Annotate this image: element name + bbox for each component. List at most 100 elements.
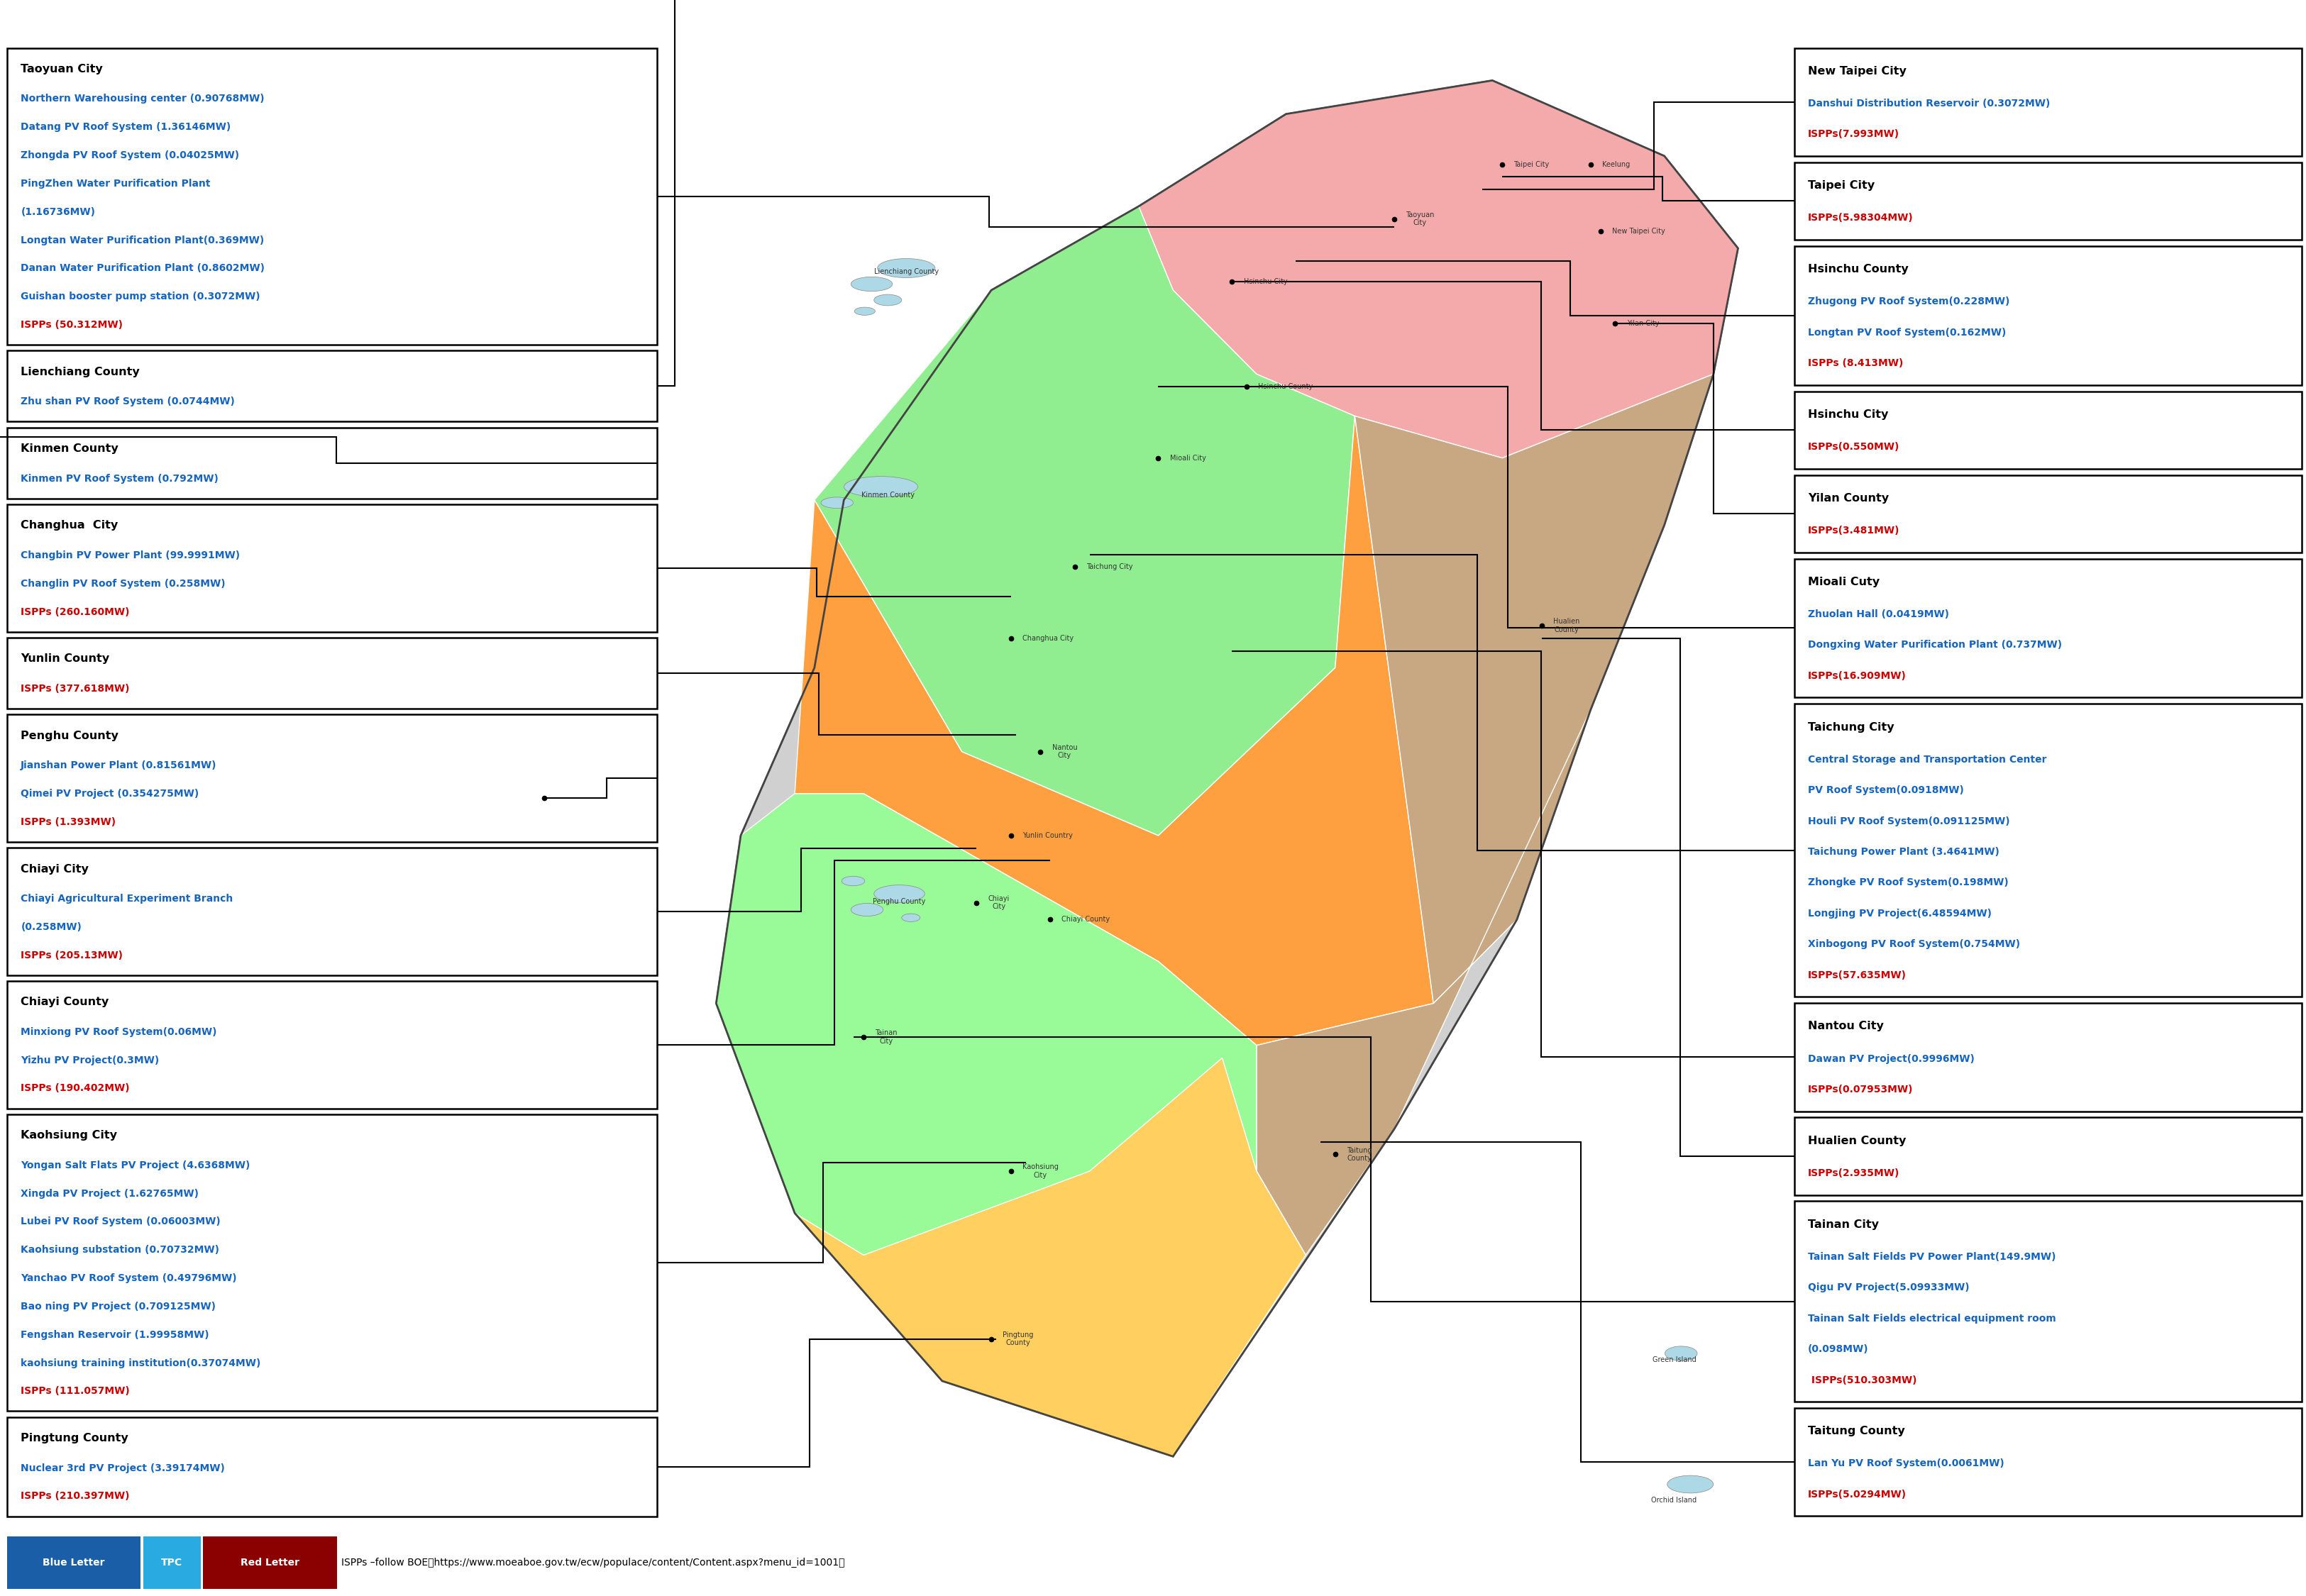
Text: Houli PV Roof System(0.091125MW): Houli PV Roof System(0.091125MW) (1808, 816, 2011, 827)
Bar (7, 1417, 657, 1516)
Text: Yongan Salt Flats PV Project (4.6368MW): Yongan Salt Flats PV Project (4.6368MW) (21, 1160, 249, 1170)
Text: Taoyuan
City: Taoyuan City (1407, 211, 1434, 227)
Text: Yilan County: Yilan County (1808, 493, 1889, 504)
Text: Northern Warehousing center (0.90768MW): Northern Warehousing center (0.90768MW) (21, 94, 265, 104)
Bar (7, 428, 657, 498)
Text: Hualien
County: Hualien County (1552, 618, 1580, 634)
Text: Central Storage and Transportation Center: Central Storage and Transportation Cente… (1808, 755, 2048, 764)
Text: Datang PV Roof System (1.36146MW): Datang PV Roof System (1.36146MW) (21, 123, 231, 132)
Ellipse shape (876, 259, 936, 278)
Bar (7, 504, 657, 632)
Ellipse shape (1665, 1347, 1697, 1360)
Ellipse shape (853, 306, 876, 316)
Text: Nantou
City: Nantou City (1052, 744, 1077, 760)
Text: Danan Water Purification Plant (0.8602MW): Danan Water Purification Plant (0.8602MW… (21, 263, 265, 273)
Polygon shape (717, 80, 1739, 1457)
Bar (7, 637, 657, 709)
Polygon shape (717, 793, 1305, 1457)
Text: Kaohsiung
City: Kaohsiung City (1022, 1163, 1058, 1179)
Ellipse shape (821, 496, 853, 508)
Text: Penghu County: Penghu County (874, 899, 925, 905)
Text: ISPPs(7.993MW): ISPPs(7.993MW) (1808, 129, 1900, 139)
Text: Dongxing Water Purification Plant (0.737MW): Dongxing Water Purification Plant (0.737… (1808, 640, 2062, 650)
Text: ISPPs(510.303MW): ISPPs(510.303MW) (1808, 1376, 1916, 1385)
Polygon shape (1356, 373, 1713, 1004)
Text: Yizhu PV Project(0.3MW): Yizhu PV Project(0.3MW) (21, 1055, 159, 1065)
Text: ISPPs (205.13MW): ISPPs (205.13MW) (21, 950, 122, 961)
Text: New Taipei City: New Taipei City (1808, 65, 1907, 77)
Bar (1794, 704, 2301, 998)
Text: Zhugong PV Roof System(0.228MW): Zhugong PV Roof System(0.228MW) (1808, 297, 2011, 306)
Text: Kaohsiung substation (0.70732MW): Kaohsiung substation (0.70732MW) (21, 1245, 219, 1254)
Text: Nuclear 3rd PV Project (3.39174MW): Nuclear 3rd PV Project (3.39174MW) (21, 1464, 226, 1473)
Ellipse shape (842, 876, 865, 886)
Bar (7, 1114, 657, 1411)
Text: ISPPs (8.413MW): ISPPs (8.413MW) (1808, 358, 1902, 369)
Text: Kinmen PV Roof System (0.792MW): Kinmen PV Roof System (0.792MW) (21, 474, 219, 484)
Text: PingZhen Water Purification Plant: PingZhen Water Purification Plant (21, 179, 210, 188)
Text: Longtan PV Roof System(0.162MW): Longtan PV Roof System(0.162MW) (1808, 327, 2006, 337)
Text: Orchid Island: Orchid Island (1651, 1497, 1697, 1503)
Text: ISPPs (111.057MW): ISPPs (111.057MW) (21, 1387, 129, 1396)
Text: (0.258MW): (0.258MW) (21, 922, 81, 932)
Bar (1794, 391, 2301, 469)
Ellipse shape (851, 278, 892, 290)
Text: (1.16736MW): (1.16736MW) (21, 207, 95, 217)
Ellipse shape (851, 903, 883, 916)
Text: Taitung
County: Taitung County (1347, 1148, 1372, 1162)
Polygon shape (796, 417, 1434, 1045)
Text: Guishan booster pump station (0.3072MW): Guishan booster pump station (0.3072MW) (21, 292, 261, 302)
Text: Zhu shan PV Roof System (0.0744MW): Zhu shan PV Roof System (0.0744MW) (21, 397, 235, 407)
Text: ISPPs (50.312MW): ISPPs (50.312MW) (21, 319, 122, 330)
Text: Fengshan Reservoir (1.99958MW): Fengshan Reservoir (1.99958MW) (21, 1329, 210, 1339)
Text: Tainan
City: Tainan City (874, 1029, 897, 1045)
Text: Xingda PV Project (1.62765MW): Xingda PV Project (1.62765MW) (21, 1189, 198, 1199)
Text: Changhua  City: Changhua City (21, 520, 118, 531)
Text: Longjing PV Project(6.48594MW): Longjing PV Project(6.48594MW) (1808, 908, 1992, 918)
Text: Tainan Salt Fields electrical equipment room: Tainan Salt Fields electrical equipment … (1808, 1314, 2057, 1323)
Text: Red Letter: Red Letter (240, 1558, 300, 1567)
Text: Chiayi City: Chiayi City (21, 863, 88, 875)
Text: Qimei PV Project (0.354275MW): Qimei PV Project (0.354275MW) (21, 788, 198, 798)
Text: Mioali Cuty: Mioali Cuty (1808, 576, 1879, 587)
Text: Lan Yu PV Roof System(0.0061MW): Lan Yu PV Roof System(0.0061MW) (1808, 1459, 2004, 1468)
Text: Zhongke PV Roof System(0.198MW): Zhongke PV Roof System(0.198MW) (1808, 878, 2009, 887)
Text: Hsinchu City: Hsinchu City (1808, 409, 1889, 420)
Text: Taitung County: Taitung County (1808, 1425, 1905, 1436)
Text: ISPPs(0.550MW): ISPPs(0.550MW) (1808, 442, 1900, 452)
Text: Pingtung
County: Pingtung County (1003, 1331, 1033, 1347)
Text: Mioali City: Mioali City (1169, 455, 1206, 461)
Bar (1794, 1002, 2301, 1111)
Text: Taichung Power Plant (3.4641MW): Taichung Power Plant (3.4641MW) (1808, 847, 1999, 857)
Text: Kinmen County: Kinmen County (21, 444, 118, 455)
Text: Hualien County: Hualien County (1808, 1135, 1907, 1146)
Text: ISPPs –follow BOE〈https://www.moeaboe.gov.tw/ecw/populace/content/Content.aspx?m: ISPPs –follow BOE〈https://www.moeaboe.go… (341, 1558, 844, 1567)
Text: Hsinchu County: Hsinchu County (1808, 263, 1909, 275)
Text: Changbin PV Power Plant (99.9991MW): Changbin PV Power Plant (99.9991MW) (21, 551, 240, 560)
Polygon shape (814, 206, 1356, 836)
Ellipse shape (874, 294, 902, 305)
Text: ISPPs(2.935MW): ISPPs(2.935MW) (1808, 1168, 1900, 1178)
Text: Chiayi Agricultural Experiment Branch: Chiayi Agricultural Experiment Branch (21, 894, 233, 903)
Polygon shape (1139, 80, 1739, 458)
Text: Taichung City: Taichung City (1086, 563, 1132, 571)
Text: Yunlin County: Yunlin County (21, 654, 111, 664)
Text: ISPPs (260.160MW): ISPPs (260.160MW) (21, 606, 129, 616)
Text: ISPPs(0.07953MW): ISPPs(0.07953MW) (1808, 1085, 1914, 1095)
Bar (7, 847, 657, 975)
Text: Kinmen County: Kinmen County (860, 492, 915, 498)
Text: Nantou City: Nantou City (1808, 1021, 1884, 1031)
Bar (1794, 1408, 2301, 1516)
Text: ISPPs (1.393MW): ISPPs (1.393MW) (21, 817, 115, 827)
Bar (1794, 246, 2301, 385)
Text: Dawan PV Project(0.9996MW): Dawan PV Project(0.9996MW) (1808, 1053, 1974, 1063)
Text: Longtan Water Purification Plant(0.369MW): Longtan Water Purification Plant(0.369MW… (21, 235, 265, 246)
Text: Qigu PV Project(5.09933MW): Qigu PV Project(5.09933MW) (1808, 1283, 1969, 1293)
Text: Hsinchu County: Hsinchu County (1259, 383, 1312, 391)
Text: ISPPs (210.397MW): ISPPs (210.397MW) (21, 1491, 129, 1502)
Bar (203, 1535, 337, 1590)
Bar (7, 351, 657, 421)
Bar (1794, 476, 2301, 552)
Text: Pingtung County: Pingtung County (21, 1433, 129, 1444)
Ellipse shape (874, 884, 925, 903)
